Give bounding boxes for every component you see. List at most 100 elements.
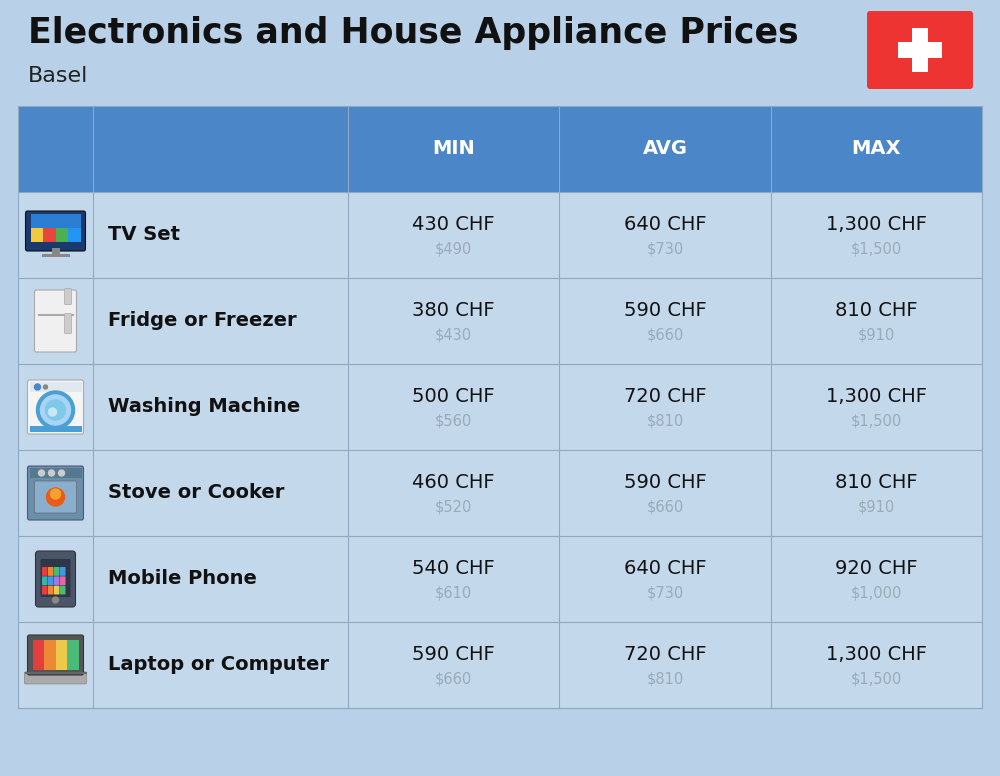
Text: $1,000: $1,000 (851, 586, 902, 601)
Text: Stove or Cooker: Stove or Cooker (108, 483, 284, 503)
Text: Fridge or Freezer: Fridge or Freezer (108, 311, 297, 331)
Text: $660: $660 (435, 671, 472, 687)
FancyBboxPatch shape (36, 551, 76, 607)
FancyBboxPatch shape (34, 481, 76, 513)
Text: 720 CHF: 720 CHF (624, 386, 706, 406)
Circle shape (48, 408, 56, 416)
Text: $730: $730 (646, 241, 684, 257)
Text: 810 CHF: 810 CHF (835, 300, 918, 320)
Bar (30, 426, 82, 432)
Bar (912, 28, 928, 72)
Circle shape (46, 488, 64, 506)
FancyBboxPatch shape (28, 380, 84, 434)
FancyBboxPatch shape (48, 577, 54, 585)
Text: $730: $730 (646, 586, 684, 601)
Text: $560: $560 (435, 414, 472, 428)
Text: 640 CHF: 640 CHF (624, 214, 706, 234)
Text: 590 CHF: 590 CHF (624, 300, 706, 320)
Bar (42, 254, 70, 257)
Circle shape (38, 470, 44, 476)
Text: 1,300 CHF: 1,300 CHF (826, 386, 927, 406)
Text: Laptop or Computer: Laptop or Computer (108, 656, 329, 674)
FancyBboxPatch shape (42, 567, 48, 576)
Text: $810: $810 (646, 414, 684, 428)
FancyBboxPatch shape (26, 211, 86, 251)
FancyBboxPatch shape (48, 567, 54, 576)
Text: $1,500: $1,500 (851, 671, 902, 687)
Text: $660: $660 (646, 327, 684, 342)
Bar (18, 364, 982, 450)
FancyBboxPatch shape (40, 559, 70, 597)
Text: MAX: MAX (852, 140, 901, 158)
Text: MIN: MIN (432, 140, 475, 158)
FancyBboxPatch shape (54, 577, 60, 585)
Text: $660: $660 (646, 500, 684, 514)
Bar (18, 450, 982, 536)
Text: 500 CHF: 500 CHF (412, 386, 495, 406)
Text: 810 CHF: 810 CHF (835, 473, 918, 491)
Text: 430 CHF: 430 CHF (412, 214, 495, 234)
FancyBboxPatch shape (54, 586, 60, 594)
Bar (67, 640, 78, 670)
Text: $910: $910 (858, 327, 895, 342)
Circle shape (50, 489, 60, 499)
Circle shape (44, 385, 48, 389)
Text: $490: $490 (435, 241, 472, 257)
Text: 920 CHF: 920 CHF (835, 559, 918, 577)
Circle shape (40, 395, 70, 425)
Circle shape (58, 470, 64, 476)
Text: 1,300 CHF: 1,300 CHF (826, 214, 927, 234)
Text: Electronics and House Appliance Prices: Electronics and House Appliance Prices (28, 16, 799, 50)
FancyBboxPatch shape (48, 586, 54, 594)
FancyBboxPatch shape (60, 577, 66, 585)
FancyBboxPatch shape (54, 567, 60, 576)
FancyBboxPatch shape (64, 314, 72, 334)
FancyBboxPatch shape (60, 586, 66, 594)
Bar (18, 536, 982, 622)
FancyBboxPatch shape (24, 672, 87, 684)
Text: $810: $810 (646, 671, 684, 687)
Bar (30, 214, 80, 242)
Bar (56, 640, 67, 670)
Text: $1,500: $1,500 (851, 414, 902, 428)
Text: $1,500: $1,500 (851, 241, 902, 257)
Bar (30, 228, 43, 242)
Text: 460 CHF: 460 CHF (412, 473, 495, 491)
Text: $520: $520 (435, 500, 472, 514)
Text: $610: $610 (435, 586, 472, 601)
Bar (52, 248, 60, 255)
Text: AVG: AVG (642, 140, 688, 158)
Bar (18, 192, 982, 278)
Bar (32, 640, 44, 670)
Text: Washing Machine: Washing Machine (108, 397, 300, 417)
Bar (56, 228, 68, 242)
Circle shape (48, 470, 54, 476)
Text: 640 CHF: 640 CHF (624, 559, 706, 577)
Text: 1,300 CHF: 1,300 CHF (826, 645, 927, 663)
Bar (68, 228, 80, 242)
Text: TV Set: TV Set (108, 226, 180, 244)
FancyBboxPatch shape (28, 466, 84, 520)
Text: 540 CHF: 540 CHF (412, 559, 495, 577)
Circle shape (36, 391, 74, 429)
FancyBboxPatch shape (60, 567, 66, 576)
Bar (898, 42, 942, 58)
Circle shape (46, 400, 66, 420)
Bar (30, 382, 82, 392)
Circle shape (34, 384, 40, 390)
FancyBboxPatch shape (867, 11, 973, 89)
FancyBboxPatch shape (42, 577, 48, 585)
Text: $430: $430 (435, 327, 472, 342)
FancyBboxPatch shape (28, 635, 84, 675)
FancyBboxPatch shape (64, 289, 72, 305)
Bar (44, 640, 56, 670)
Bar (18, 106, 982, 192)
FancyBboxPatch shape (34, 290, 76, 352)
Text: $910: $910 (858, 500, 895, 514)
Bar (18, 622, 982, 708)
Text: 590 CHF: 590 CHF (624, 473, 706, 491)
Circle shape (52, 597, 58, 603)
Text: 590 CHF: 590 CHF (412, 645, 495, 663)
Text: 380 CHF: 380 CHF (412, 300, 495, 320)
Bar (43, 228, 56, 242)
